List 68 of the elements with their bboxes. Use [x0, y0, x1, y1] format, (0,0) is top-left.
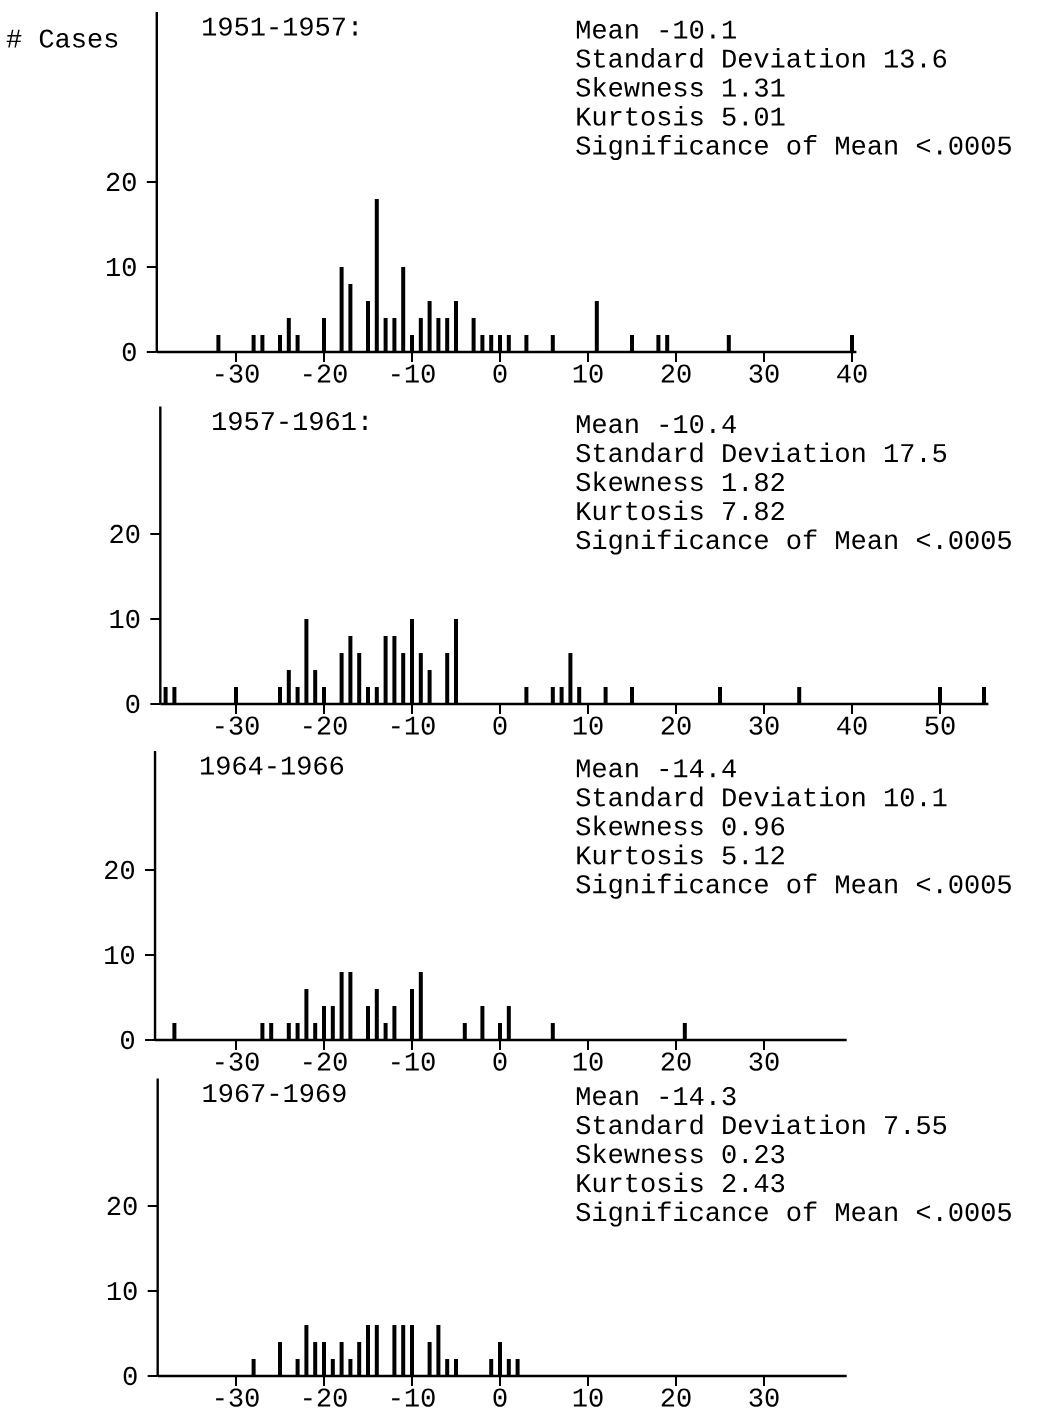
- annotation: Significance of Mean <.0005: [576, 529, 1011, 555]
- y-tick-label: 20: [107, 1196, 137, 1216]
- x-tick-label: 30: [749, 364, 779, 383]
- x-tick-label: 40: [837, 716, 867, 735]
- chart-title: 1957-1961:: [213, 411, 367, 431]
- x-tick-label: 10: [573, 1052, 603, 1071]
- annotation: Significance of Mean <.0005: [576, 134, 1011, 161]
- x-tick-label: -30: [216, 1388, 259, 1407]
- annotation: Skewness 1.31: [576, 76, 785, 97]
- annotation: Significance of Mean <.0005: [576, 1201, 1011, 1227]
- annotation: Mean -10.4: [576, 414, 736, 434]
- x-tick-label: 10: [573, 716, 603, 735]
- chart-title: 1967-1969: [203, 1083, 346, 1103]
- x-tick-label: -10: [392, 1388, 435, 1407]
- annotation: Standard Deviation 7.55: [576, 1114, 947, 1135]
- x-tick-label: 10: [573, 364, 603, 383]
- x-tick-label: 0: [493, 1388, 507, 1407]
- x-tick-label: 20: [661, 1388, 691, 1407]
- annotation: Standard Deviation 13.6: [576, 47, 947, 68]
- x-tick-label: -10: [392, 1052, 435, 1071]
- y-tick-label: 0: [121, 1030, 134, 1050]
- annotation: Skewness 1.82: [576, 471, 784, 492]
- x-tick-label: -10: [392, 716, 435, 735]
- y-tick-label: 0: [122, 342, 136, 362]
- annotation: Skewness 0.96: [576, 815, 785, 836]
- x-tick-label: 0: [493, 1052, 507, 1071]
- y-tick-label: 20: [106, 172, 136, 192]
- x-tick-label: 50: [925, 716, 955, 735]
- x-tick-label: 0: [493, 364, 507, 383]
- y-axis-title: # Cases: [6, 29, 118, 48]
- x-tick-label: 0: [493, 716, 507, 735]
- x-tick-label: 30: [749, 716, 779, 735]
- y-tick-label: 0: [126, 694, 140, 714]
- y-tick-label: 10: [106, 257, 136, 277]
- x-tick-label: -30: [216, 1052, 259, 1071]
- annotation: Skewness 0.23: [576, 1143, 785, 1164]
- annotation: Mean -14.3: [576, 1086, 736, 1106]
- x-tick-label: -20: [304, 364, 347, 383]
- annotation: Kurtosis 2.43: [577, 1172, 785, 1193]
- chart-title: 1951-1957:: [203, 17, 357, 36]
- x-tick-label: -20: [304, 1388, 347, 1407]
- annotation: Standard Deviation 10.1: [576, 786, 947, 807]
- x-tick-label: 20: [661, 716, 691, 735]
- annotation: Mean -10.1: [576, 20, 736, 39]
- x-tick-label: 10: [573, 1388, 603, 1407]
- x-tick-label: -30: [216, 364, 259, 383]
- annotation: Kurtosis 7.82: [577, 500, 784, 521]
- annotation: Kurtosis 5.12: [577, 844, 784, 865]
- x-tick-label: -30: [216, 716, 259, 735]
- y-tick-label: 0: [123, 1366, 137, 1386]
- x-tick-label: -20: [304, 1052, 347, 1071]
- x-tick-label: 20: [661, 364, 691, 383]
- annotation: Significance of Mean <.0005: [576, 873, 1011, 899]
- x-tick-label: -10: [392, 364, 435, 383]
- y-tick-label: 10: [105, 945, 134, 965]
- x-tick-label: -20: [304, 716, 347, 735]
- x-tick-label: 30: [749, 1052, 779, 1071]
- y-tick-label: 10: [110, 609, 140, 629]
- annotation: Kurtosis 5.01: [577, 105, 785, 126]
- y-tick-label: 20: [110, 524, 140, 544]
- y-tick-label: 20: [105, 860, 134, 880]
- x-tick-label: 40: [837, 364, 867, 383]
- x-tick-label: 20: [661, 1052, 691, 1071]
- annotation: Standard Deviation 17.5: [576, 442, 947, 463]
- y-tick-label: 10: [107, 1281, 137, 1301]
- annotation: Mean -14.4: [576, 759, 736, 778]
- x-tick-label: 30: [749, 1388, 779, 1407]
- chart-title: 1964-1966: [200, 756, 344, 775]
